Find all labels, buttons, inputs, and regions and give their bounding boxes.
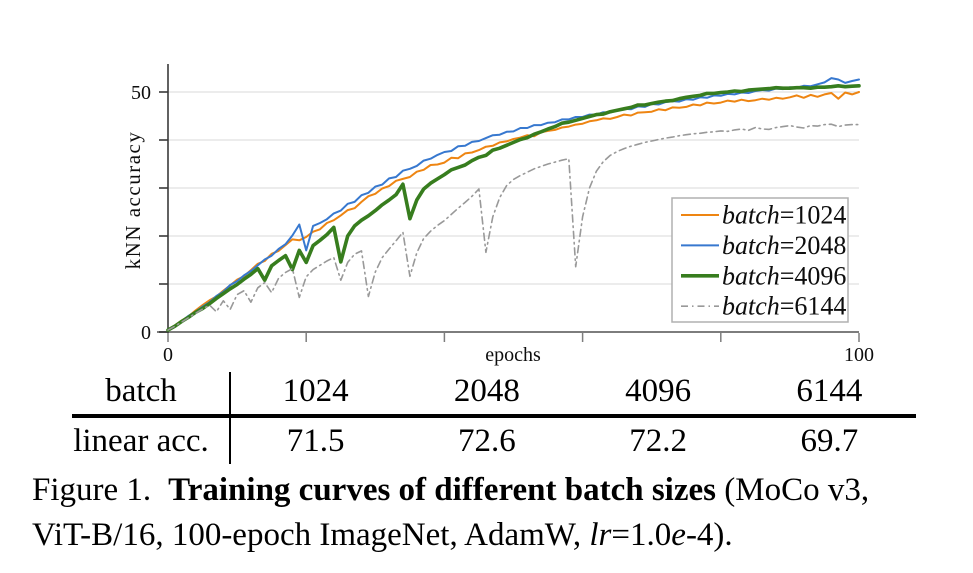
y-axis-label: kNN accuracy <box>121 131 145 270</box>
caption-line-2: ViT-B/16, 100-epoch ImageNet, AdamW, lr=… <box>32 517 733 553</box>
x-tick-label: 100 <box>844 344 874 366</box>
caption-line1-rest: (MoCo v3, <box>715 472 870 508</box>
table-vertical-divider <box>229 372 231 464</box>
series-line-batch-4096 <box>166 84 861 332</box>
caption-line-1: Figure 1. Training curves of different ba… <box>32 468 967 513</box>
caption-bold-title: Training curves of different batch sizes <box>168 472 716 508</box>
e-variable: e <box>671 517 686 553</box>
table-header-label: batch <box>105 373 177 409</box>
figure-label: Figure 1. <box>32 472 152 508</box>
legend-label: batch=4096 <box>722 261 846 290</box>
table-row-label: linear acc. <box>73 423 209 459</box>
plot-area: 0 50 0 100 epochs kNN accuracy <box>121 64 874 366</box>
linear-acc-value: 69.7 <box>800 423 859 459</box>
batch-size-value: 1024 <box>282 373 349 409</box>
figure-caption: Figure 1. Training curves of different ba… <box>32 468 967 558</box>
batch-size-value: 6144 <box>796 373 863 409</box>
legend-label: batch=2048 <box>722 231 846 260</box>
results-table: batch 1024 2048 4096 6144 linear acc. 71… <box>0 369 973 465</box>
legend-label: batch=1024 <box>722 201 846 230</box>
legend-label: batch=6144 <box>722 292 846 321</box>
table-horizontal-rule <box>72 414 916 418</box>
x-tick-label: 0 <box>163 344 173 366</box>
linear-acc-value: 71.5 <box>286 423 345 459</box>
series-line-batch-6144 <box>167 123 860 331</box>
y-tick-label: 50 <box>131 82 151 104</box>
linear-acc-value: 72.2 <box>629 423 687 459</box>
table-header-row: batch 1024 2048 4096 6144 <box>0 369 973 414</box>
y-tick-label: 0 <box>141 322 151 344</box>
lr-variable: lr <box>589 517 612 553</box>
series-line-batch-1024 <box>167 91 860 331</box>
batch-size-value: 2048 <box>453 373 520 409</box>
x-axis-label: epochs <box>485 344 541 366</box>
batch-size-value: 4096 <box>625 373 692 409</box>
linear-acc-value: 72.6 <box>458 423 516 459</box>
table-value-row: linear acc. 71.5 72.6 72.2 69.7 <box>0 419 973 464</box>
legend-box <box>671 197 849 323</box>
caption-line2-text: ViT-B/16, 100-epoch ImageNet, AdamW, <box>32 517 590 553</box>
